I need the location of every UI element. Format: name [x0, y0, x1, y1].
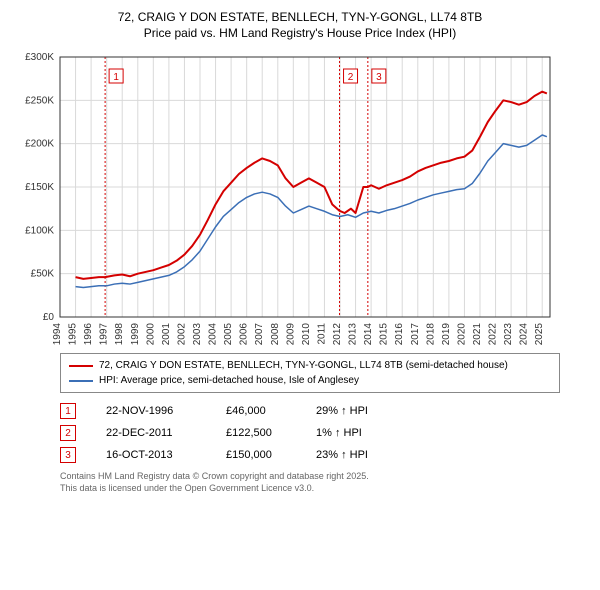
- transaction-marker: 1: [60, 403, 76, 419]
- chart-container: 72, CRAIG Y DON ESTATE, BENLLECH, TYN-Y-…: [10, 10, 590, 495]
- svg-text:2020: 2020: [456, 323, 467, 346]
- svg-text:2006: 2006: [239, 323, 250, 346]
- footer-line2: This data is licensed under the Open Gov…: [60, 483, 560, 495]
- transaction-date: 16-OCT-2013: [106, 449, 226, 461]
- svg-text:2002: 2002: [176, 323, 187, 346]
- svg-text:2023: 2023: [503, 323, 514, 346]
- svg-text:2014: 2014: [363, 323, 374, 346]
- transaction-row: 1 22-NOV-1996£46,00029% ↑ HPI: [60, 403, 560, 419]
- svg-text:£200K: £200K: [25, 139, 54, 150]
- svg-text:1996: 1996: [83, 323, 94, 346]
- title-address: 72, CRAIG Y DON ESTATE, BENLLECH, TYN-Y-…: [10, 10, 590, 26]
- svg-text:1995: 1995: [68, 323, 79, 346]
- svg-text:2001: 2001: [161, 323, 172, 346]
- svg-text:2004: 2004: [208, 323, 219, 346]
- svg-text:1998: 1998: [114, 323, 125, 346]
- svg-text:£150K: £150K: [25, 182, 54, 193]
- footer-line1: Contains HM Land Registry data © Crown c…: [60, 471, 560, 483]
- svg-text:2021: 2021: [472, 323, 483, 346]
- svg-text:£0: £0: [43, 312, 55, 323]
- svg-text:£250K: £250K: [25, 96, 54, 107]
- legend-swatch: [69, 380, 93, 382]
- legend-label: 72, CRAIG Y DON ESTATE, BENLLECH, TYN-Y-…: [99, 358, 508, 373]
- price-chart: £0 £50K £100K £150K £200K £250K £300K 1994 1995 1…: [10, 47, 570, 347]
- transaction-row: 2 22-DEC-2011£122,5001% ↑ HPI: [60, 425, 560, 441]
- transaction-price: £122,500: [226, 427, 316, 439]
- svg-text:2015: 2015: [379, 323, 390, 346]
- svg-text:£300K: £300K: [25, 52, 54, 63]
- svg-text:2010: 2010: [301, 323, 312, 346]
- transaction-hpi: 23% ↑ HPI: [316, 449, 396, 461]
- transaction-hpi: 29% ↑ HPI: [316, 405, 396, 417]
- svg-text:2018: 2018: [425, 323, 436, 346]
- transaction-table: 1 22-NOV-1996£46,00029% ↑ HPI 2 22-DEC-2011…: [60, 403, 560, 463]
- svg-text:2: 2: [348, 72, 354, 83]
- svg-text:1997: 1997: [99, 323, 110, 346]
- svg-text:2024: 2024: [519, 323, 530, 346]
- svg-text:1999: 1999: [130, 323, 141, 346]
- svg-text:2025: 2025: [534, 323, 545, 346]
- legend-swatch: [69, 365, 93, 367]
- legend-label: HPI: Average price, semi-detached house,…: [99, 373, 359, 388]
- transaction-hpi: 1% ↑ HPI: [316, 427, 396, 439]
- svg-text:2016: 2016: [394, 323, 405, 346]
- transaction-price: £46,000: [226, 405, 316, 417]
- legend-row: 72, CRAIG Y DON ESTATE, BENLLECH, TYN-Y-…: [69, 358, 551, 373]
- svg-text:2000: 2000: [145, 323, 156, 346]
- svg-text:2019: 2019: [441, 323, 452, 346]
- legend-row: HPI: Average price, semi-detached house,…: [69, 373, 551, 388]
- svg-text:2022: 2022: [488, 323, 499, 346]
- footer-attribution: Contains HM Land Registry data © Crown c…: [60, 471, 560, 494]
- svg-text:3: 3: [376, 72, 382, 83]
- svg-text:1: 1: [113, 72, 119, 83]
- svg-text:2012: 2012: [332, 323, 343, 346]
- transaction-date: 22-DEC-2011: [106, 427, 226, 439]
- svg-text:2007: 2007: [254, 323, 265, 346]
- svg-text:£50K: £50K: [31, 269, 55, 280]
- title-subtitle: Price paid vs. HM Land Registry's House …: [10, 26, 590, 42]
- svg-text:1994: 1994: [52, 323, 63, 346]
- transaction-date: 22-NOV-1996: [106, 405, 226, 417]
- svg-text:2003: 2003: [192, 323, 203, 346]
- svg-text:2011: 2011: [316, 323, 327, 345]
- transaction-price: £150,000: [226, 449, 316, 461]
- transaction-marker: 2: [60, 425, 76, 441]
- legend: 72, CRAIG Y DON ESTATE, BENLLECH, TYN-Y-…: [60, 353, 560, 393]
- svg-text:2013: 2013: [348, 323, 359, 346]
- transaction-row: 3 16-OCT-2013£150,00023% ↑ HPI: [60, 447, 560, 463]
- svg-text:2017: 2017: [410, 323, 421, 346]
- svg-text:2009: 2009: [285, 323, 296, 346]
- transaction-marker: 3: [60, 447, 76, 463]
- svg-text:£100K: £100K: [25, 226, 54, 237]
- svg-text:2005: 2005: [223, 323, 234, 346]
- svg-text:2008: 2008: [270, 323, 281, 346]
- chart-title: 72, CRAIG Y DON ESTATE, BENLLECH, TYN-Y-…: [10, 10, 590, 41]
